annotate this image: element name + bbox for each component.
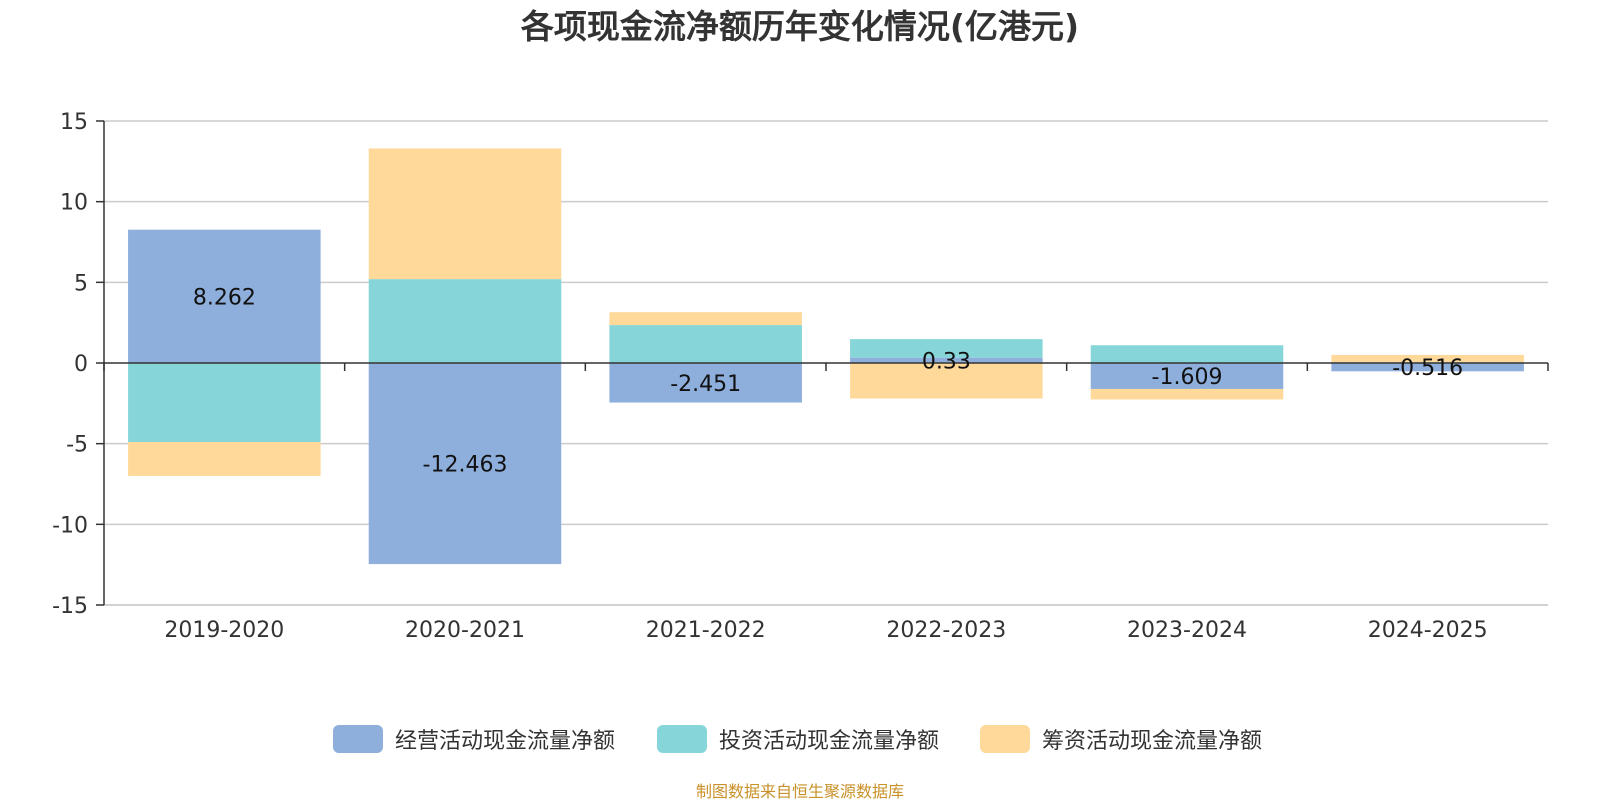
bar-series3 [1331,354,1524,363]
x-tick-label: 2019-2020 [164,618,284,643]
chart-title: 各项现金流净额历年变化情况(亿港元) [520,7,1079,46]
legend-swatch [980,725,1030,753]
bar-series2 [609,325,802,363]
y-tick-label: -15 [52,594,88,619]
source-note: 制图数据来自恒生聚源数据库 [696,782,904,800]
legend-label: 投资活动现金流量净额 [719,729,939,754]
bar-series2 [1090,345,1284,363]
data-label: 8.262 [193,285,256,310]
bar-series1 [850,357,1043,363]
data-label: -12.463 [423,453,508,478]
bar-series2 [850,339,1043,358]
legend-label: 经营活动现金流量净额 [395,729,615,754]
y-tick-label: 5 [74,271,88,296]
legend: 经营活动现金流量净额 投资活动现金流量净额 筹资活动现金流量净额 [333,725,1262,754]
legend-label: 筹资活动现金流量净额 [1042,729,1262,754]
bar-series1 [1331,363,1524,372]
bar-series2 [368,279,562,363]
bar-series3 [609,312,802,326]
legend-swatch [657,725,707,753]
bar-series2 [128,363,321,443]
axes: 15 10 5 0 -5 -10 -15 2019-2020 2020-2021 2021-202… [52,110,1549,643]
data-labels: 8.262 -12.463 -2.451 0.33 -1.609 -0.516 [193,285,1463,477]
y-tick-label: 15 [60,110,88,135]
bar-series1 [128,229,321,363]
bar-series1 [1090,363,1284,389]
y-tick-label: -5 [66,433,88,458]
data-label: -0.516 [1392,356,1463,381]
y-tick-label: 0 [74,352,88,377]
bar-series1 [609,363,802,403]
x-tick-label: 2020-2021 [405,618,525,643]
bars [128,148,1524,565]
x-tick-label: 2022-2023 [886,618,1006,643]
data-label: 0.33 [922,349,971,374]
bar-series1 [368,363,562,565]
y-tick-label: -10 [52,513,88,538]
grid-lines [104,120,1548,606]
data-label: -2.451 [670,372,741,397]
x-tick-label: 2023-2024 [1127,618,1247,643]
data-label: -1.609 [1152,365,1223,390]
bar-series3 [128,442,321,476]
bar-series3 [368,148,562,280]
bar-series3 [1090,388,1284,400]
legend-swatch [333,725,383,753]
x-tick-label: 2024-2025 [1368,618,1488,643]
y-tick-label: 10 [60,191,88,216]
bar-series3 [850,363,1043,399]
x-tick-label: 2021-2022 [646,618,766,643]
